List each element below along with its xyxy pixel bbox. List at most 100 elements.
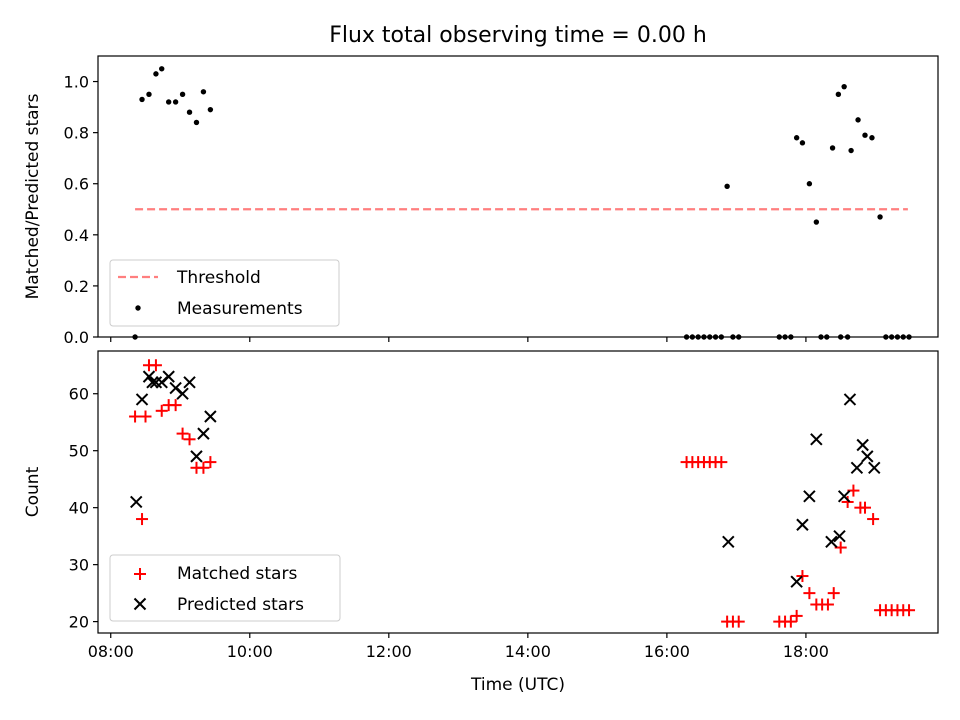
legend-plus-marker (134, 568, 146, 580)
measurement-point (829, 145, 836, 151)
bottom-panel: Count Time (UTC) 20 30 40 50 60 08:00 10:00 12… (23, 350, 939, 695)
matched-star-point (841, 495, 854, 508)
predicted-star-point (868, 461, 881, 474)
measurement-point (841, 83, 847, 90)
x-marker-b (790, 575, 803, 588)
predicted-star-point (803, 490, 816, 503)
y-tick-label: 20 (69, 613, 89, 632)
x-marker-b (850, 461, 864, 474)
top-legend: Threshold Measurements (109, 259, 340, 327)
y-tick-label: 0.2 (64, 277, 89, 296)
matched-star-point (867, 513, 880, 526)
y-tick-label: 0.6 (64, 175, 89, 194)
bottom-x-axis: 08:00 10:00 12:00 14:00 16:00 18:00 (88, 633, 829, 661)
predicted-star-point (722, 535, 735, 549)
y-tick-label: 0.0 (64, 328, 89, 347)
predicted-star-point (183, 376, 196, 389)
measurement-point (862, 132, 868, 138)
legend-threshold-label: Threshold (176, 268, 261, 288)
legend-x-marker (133, 597, 147, 611)
measurement-point (806, 181, 813, 187)
matched-star-point (715, 456, 728, 469)
matched-star-point (732, 615, 745, 628)
predicted-star-point (204, 410, 217, 423)
legend-measurements-swatch (135, 305, 141, 311)
measurement-point (193, 119, 200, 126)
x-marker-b (868, 461, 881, 474)
x-marker-b (169, 381, 182, 395)
measurement-point (869, 135, 875, 141)
y-tick-label: 0.4 (64, 226, 89, 245)
matched-star-point (784, 615, 797, 628)
legend-predicted-swatch (133, 597, 147, 611)
x-tick-label: 10:00 (227, 642, 273, 661)
x-marker-b (833, 529, 846, 543)
matched-star-point (139, 410, 152, 423)
bottom-legend: Matched stars Predicted stars (109, 554, 341, 622)
top-y-axis-label: Matched/Predicted stars (23, 93, 43, 299)
x-marker-b (803, 490, 816, 503)
predicted-star-point (861, 450, 874, 463)
y-tick-label: 30 (69, 556, 89, 575)
predicted-star-point (825, 535, 838, 549)
predicted-star-point (130, 495, 143, 509)
x-marker-b (856, 438, 869, 452)
matched-star-point (176, 427, 189, 440)
measurement-point (724, 183, 730, 189)
matched-star-point (790, 609, 803, 622)
x-tick-label: 12:00 (366, 642, 412, 661)
matched-star-point (204, 456, 217, 469)
x-marker-b (190, 450, 203, 463)
x-tick-label: 14:00 (505, 642, 551, 661)
predicted-star-point (190, 450, 203, 463)
x-tick-label: 08:00 (88, 642, 134, 661)
measurement-point (200, 89, 207, 95)
predicted-star-point (850, 461, 864, 474)
x-marker-b (197, 427, 210, 440)
bottom-legend-box (109, 554, 341, 622)
matched-star-point (821, 598, 834, 611)
predicted-star-point (146, 376, 159, 389)
legend-matched-swatch (134, 568, 146, 580)
measurement-point (165, 99, 172, 105)
matched-star-point (169, 399, 182, 412)
measurement-point (207, 106, 214, 113)
bottom-axes-frame (97, 350, 939, 634)
x-marker-b (130, 495, 143, 509)
predicted-star-point (810, 433, 823, 446)
matched-star-point (197, 461, 210, 474)
x-marker-b (135, 393, 149, 406)
measurement-point (877, 214, 883, 220)
x-marker-b (837, 490, 851, 503)
measurement-point (799, 140, 806, 146)
predicted-star-point (162, 370, 175, 383)
x-marker-b (146, 376, 159, 389)
measurement-point (793, 135, 800, 141)
chart-title: Flux total observing time = 0.00 h (329, 23, 707, 48)
x-marker-b (176, 387, 189, 400)
matched-star-point (903, 604, 916, 617)
predicted-star-point (837, 490, 851, 503)
top-panel: Flux total observing time = 0.00 h Match… (23, 23, 939, 347)
predicted-star-point (843, 393, 857, 406)
y-tick-label: 50 (69, 442, 89, 461)
top-legend-box (109, 259, 340, 327)
predicted-star-point (176, 387, 189, 400)
x-marker-b (204, 410, 217, 423)
predicted-star-point (796, 518, 809, 531)
top-x-axis (110, 337, 807, 342)
measurement-point (835, 91, 842, 98)
matched-star-point (859, 501, 872, 514)
predicted-star-point (149, 376, 163, 389)
x-tick-label: 16:00 (644, 642, 690, 661)
matched-star-point (803, 587, 816, 600)
x-marker-b (722, 535, 735, 549)
legend-matched-label: Matched stars (177, 564, 297, 584)
measurement-point (159, 66, 165, 72)
predicted-star-point (833, 529, 846, 543)
x-marker-b (796, 518, 809, 531)
matched-star-point (827, 587, 840, 600)
x-marker-b (183, 376, 196, 389)
matched-star-point (129, 410, 142, 423)
